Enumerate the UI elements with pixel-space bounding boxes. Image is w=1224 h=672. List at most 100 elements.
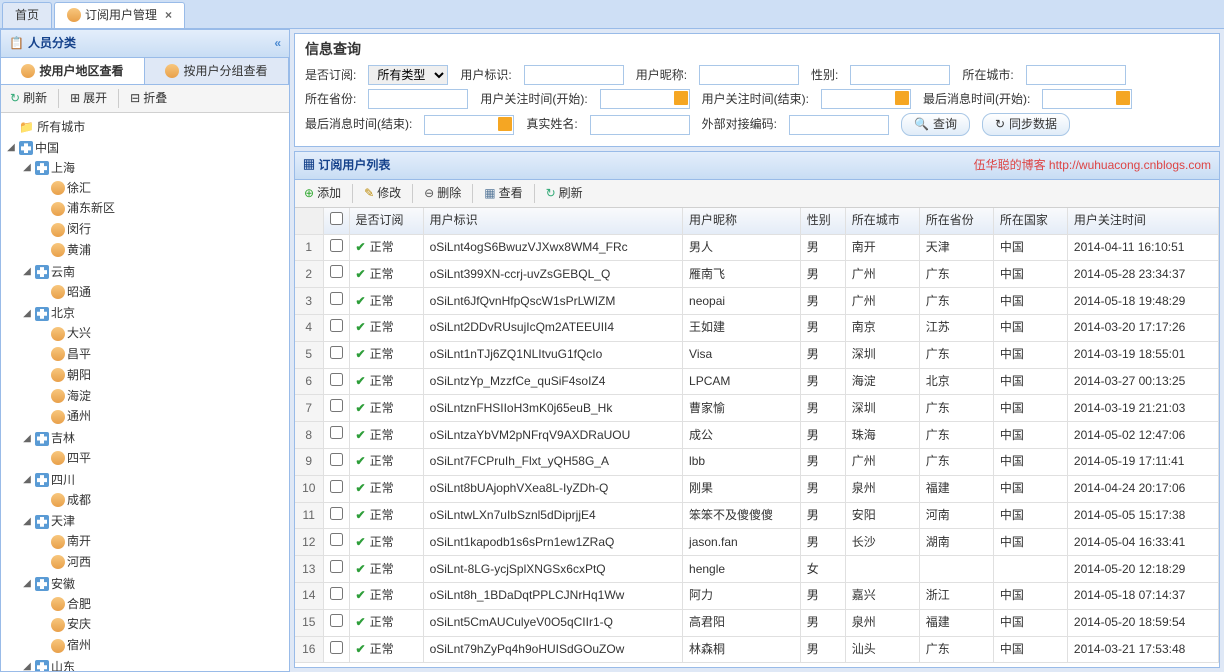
row-checkbox[interactable] (330, 453, 343, 466)
column-header[interactable]: 所在省份 (919, 208, 993, 234)
row-checkbox[interactable] (330, 399, 343, 412)
table-row[interactable]: 4 ✔正常 oSiLnt2DDvRUsujIcQm2ATEEUII4王如建男南京… (295, 314, 1219, 341)
column-header[interactable]: 所在城市 (845, 208, 919, 234)
tree-city[interactable]: 大兴 (35, 324, 287, 343)
view-button[interactable]: ▦查看 (478, 183, 528, 204)
query-button[interactable]: 🔍 查询 (901, 113, 970, 136)
calendar-icon[interactable] (498, 117, 512, 131)
row-checkbox[interactable] (330, 533, 343, 546)
close-icon[interactable]: × (165, 7, 172, 24)
tree-province[interactable]: ◢ 云南 (19, 263, 287, 282)
table-row[interactable]: 10 ✔正常 oSiLnt8bUAjophVXea8L-IyZDh-Q刚果男泉州… (295, 475, 1219, 502)
table-row[interactable]: 11 ✔正常 oSiLntwLXn7uIbSznl5dDiprjjE4笨笨不及傻… (295, 502, 1219, 529)
row-checkbox[interactable] (330, 614, 343, 627)
row-checkbox[interactable] (330, 641, 343, 654)
tree-province[interactable]: ◢ 安徽 (19, 575, 287, 594)
grid-panel: ▦ 订阅用户列表 伍华聪的博客 http://wuhuacong.cnblogs… (294, 151, 1220, 668)
row-checkbox[interactable] (330, 319, 343, 332)
table-row[interactable]: 6 ✔正常 oSiLntzYp_MzzfCe_quSiF4soIZ4LPCAM男… (295, 368, 1219, 395)
tree-city[interactable]: 南开 (35, 532, 287, 551)
prov-input[interactable] (368, 89, 468, 109)
row-checkbox[interactable] (330, 480, 343, 493)
tree-city[interactable]: 黄浦 (35, 241, 287, 260)
tree-city[interactable]: 合肥 (35, 595, 287, 614)
tree-city[interactable]: 海淀 (35, 387, 287, 406)
calendar-icon[interactable] (895, 91, 909, 105)
row-checkbox[interactable] (330, 373, 343, 386)
table-row[interactable]: 13 ✔正常 oSiLnt-8LG-ycjSplXNGSx6cxPtQhengl… (295, 556, 1219, 583)
table-row[interactable]: 7 ✔正常 oSiLntznFHSIIoH3mK0j65euB_Hk曹家愉男深圳… (295, 395, 1219, 422)
ext-input[interactable] (789, 115, 889, 135)
table-row[interactable]: 12 ✔正常 oSiLnt1kapodb1s6sPrn1ew1ZRaQjason… (295, 529, 1219, 556)
tree-province[interactable]: ◢ 四川 (19, 471, 287, 490)
row-checkbox[interactable] (330, 426, 343, 439)
edit-button[interactable]: ✎修改 (358, 183, 407, 204)
table-row[interactable]: 9 ✔正常 oSiLnt7FCPruIh_Flxt_yQH58G_Albb男广州… (295, 448, 1219, 475)
uid-input[interactable] (524, 65, 624, 85)
grid-refresh-button[interactable]: ↻刷新 (540, 183, 589, 204)
column-header[interactable]: 用户关注时间 (1067, 208, 1218, 234)
row-checkbox[interactable] (330, 507, 343, 520)
delete-button[interactable]: ⊖删除 (418, 183, 467, 204)
table-row[interactable]: 15 ✔正常 oSiLnt5CmAUCulyeV0O5qCIIr1-Q高君阳男泉… (295, 609, 1219, 636)
city-input[interactable] (1026, 65, 1126, 85)
row-checkbox[interactable] (330, 587, 343, 600)
view-by-region[interactable]: 按用户地区查看 (1, 58, 145, 85)
add-button[interactable]: ⊕添加 (298, 183, 347, 204)
tab-subscribers[interactable]: 订阅用户管理 × (54, 2, 185, 28)
table-row[interactable]: 3 ✔正常 oSiLnt6JfQvnHfpQscW1sPrLWIZMneopai… (295, 288, 1219, 315)
table-row[interactable]: 16 ✔正常 oSiLnt79hZyPq4h9oHUISdGOuZOw林森桐男汕… (295, 636, 1219, 663)
tree-city[interactable]: 昭通 (35, 283, 287, 302)
tree-city[interactable]: 安庆 (35, 615, 287, 634)
table-row[interactable]: 8 ✔正常 oSiLntzaYbVM2pNFrqV9AXDRaUOU成公男珠海广… (295, 422, 1219, 449)
table-row[interactable]: 1 ✔正常 oSiLnt4ogS6BwuzVJXwx8WM4_FRc男人男南开天… (295, 234, 1219, 261)
tab-home[interactable]: 首页 (2, 2, 52, 28)
subscribe-select[interactable]: 所有类型 (368, 65, 448, 85)
tree-city[interactable]: 宿州 (35, 636, 287, 655)
nick-input[interactable] (699, 65, 799, 85)
tree-province[interactable]: ◢ 北京 (19, 304, 287, 323)
row-checkbox[interactable] (330, 560, 343, 573)
calendar-icon[interactable] (1116, 91, 1130, 105)
view-by-group[interactable]: 按用户分组查看 (145, 58, 289, 85)
tree-city[interactable]: 河西 (35, 553, 287, 572)
collapse-button[interactable]: ⊟折叠 (124, 88, 173, 109)
refresh-button[interactable]: ↻刷新 (4, 88, 53, 109)
tree-city[interactable]: 浦东新区 (35, 199, 287, 218)
table-row[interactable]: 5 ✔正常 oSiLnt1nTJj6ZQ1NLItvuG1fQcIoVisa男深… (295, 341, 1219, 368)
column-header[interactable]: 是否订阅 (349, 208, 423, 234)
realname-input[interactable] (590, 115, 690, 135)
tree-city[interactable]: 徐汇 (35, 179, 287, 198)
sex-input[interactable] (850, 65, 950, 85)
tree-province[interactable]: ◢ 天津 (19, 512, 287, 531)
row-checkbox[interactable] (330, 265, 343, 278)
tree-root[interactable]: 📁 所有城市 (3, 118, 287, 137)
tree-city[interactable]: 朝阳 (35, 366, 287, 385)
row-checkbox[interactable] (330, 292, 343, 305)
region-tree: 📁 所有城市◢ 中国◢ 上海 徐汇 浦东新区 闵行 黄浦◢ 云南 昭通◢ 北京 … (1, 113, 289, 671)
watermark: 伍华聪的博客 http://wuhuacong.cnblogs.com (974, 157, 1211, 174)
column-header[interactable]: 用户标识 (423, 208, 682, 234)
tree-province[interactable]: ◢ 上海 (19, 159, 287, 178)
tree-city[interactable]: 昌平 (35, 345, 287, 364)
query-title: 信息查询 (305, 40, 1209, 60)
calendar-icon[interactable] (674, 91, 688, 105)
table-row[interactable]: 14 ✔正常 oSiLnt8h_1BDaDqtPPLCJNrHq1Ww阿力男嘉兴… (295, 582, 1219, 609)
tree-city[interactable]: 闵行 (35, 220, 287, 239)
tree-city[interactable]: 四平 (35, 449, 287, 468)
tree-province[interactable]: ◢ 吉林 (19, 429, 287, 448)
tree-city[interactable]: 成都 (35, 491, 287, 510)
table-row[interactable]: 2 ✔正常 oSiLnt399XN-ccrj-uvZsGEBQL_Q雁南飞男广州… (295, 261, 1219, 288)
select-all-checkbox[interactable] (330, 212, 343, 225)
column-header[interactable]: 所在国家 (993, 208, 1067, 234)
column-header[interactable]: 性别 (800, 208, 845, 234)
tree-city[interactable]: 通州 (35, 407, 287, 426)
sidebar: 📋 人员分类 « 按用户地区查看 按用户分组查看 ↻刷新 ⊞展开 ⊟折叠 📁 所… (0, 29, 290, 672)
row-checkbox[interactable] (330, 346, 343, 359)
expand-button[interactable]: ⊞展开 (64, 88, 113, 109)
collapse-icon[interactable]: « (274, 35, 281, 52)
sync-button[interactable]: ↻ 同步数据 (982, 113, 1070, 136)
tree-china[interactable]: ◢ 中国 (3, 139, 287, 158)
row-checkbox[interactable] (330, 239, 343, 252)
column-header[interactable]: 用户昵称 (683, 208, 801, 234)
